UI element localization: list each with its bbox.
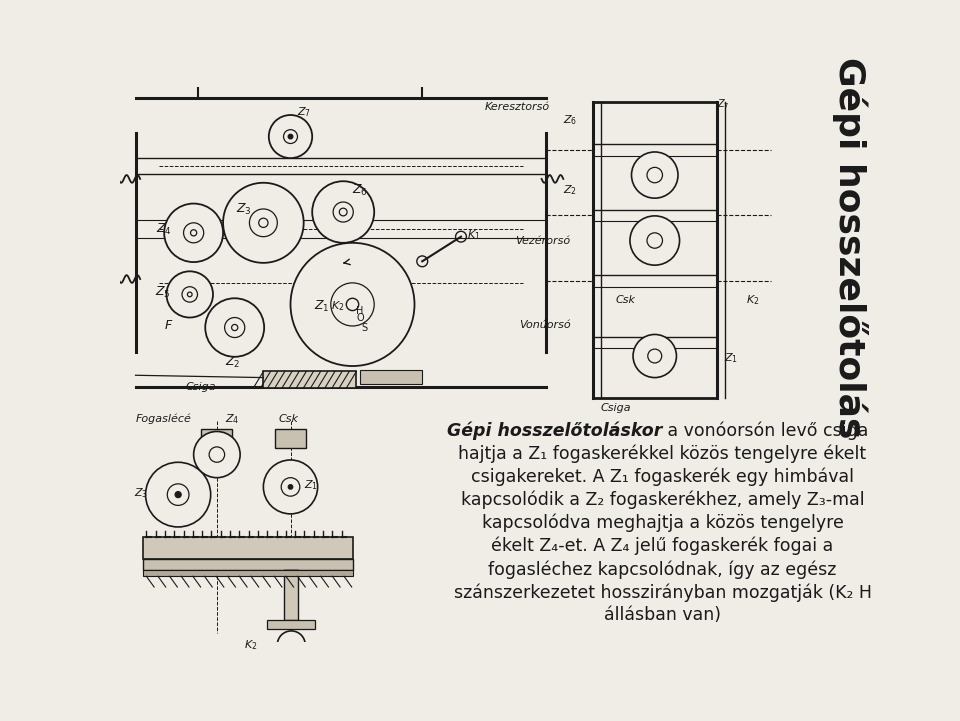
Text: $Z_2$: $Z_2$: [564, 184, 577, 198]
Circle shape: [291, 243, 415, 366]
Text: ékelt Z₄-et. A Z₄ jelű fogaskerék fogai a: ékelt Z₄-et. A Z₄ jelű fogaskerék fogai …: [492, 537, 833, 555]
Text: Csk: Csk: [278, 414, 299, 424]
Text: kapcsolódva meghajtja a közös tengelyre: kapcsolódva meghajtja a közös tengelyre: [482, 514, 844, 532]
Bar: [143, 570, 352, 576]
Bar: [284, 570, 299, 620]
Text: S: S: [362, 322, 368, 332]
Circle shape: [288, 485, 293, 490]
Text: állásban van): állásban van): [604, 606, 721, 624]
Circle shape: [630, 216, 680, 265]
Text: kapcsolódik a Z₂ fogaskerékhez, amely Z₃-mal: kapcsolódik a Z₂ fogaskerékhez, amely Z₃…: [461, 491, 864, 509]
Text: $Z_3$: $Z_3$: [134, 486, 148, 500]
Text: $Z_1$: $Z_1$: [725, 351, 738, 366]
Text: $K_2$: $K_2$: [746, 293, 759, 306]
Text: Gépi hosszelőtolás: Gépi hosszelőtolás: [832, 58, 868, 439]
Text: $Z_6$: $Z_6$: [564, 112, 578, 126]
Text: fogasléchez kapcsolódnak, így az egész: fogasléchez kapcsolódnak, így az egész: [489, 560, 837, 578]
Circle shape: [263, 460, 318, 514]
Text: Vezérorsó: Vezérorsó: [516, 236, 570, 246]
Text: Gépi hosszelőtoláskor: Gépi hosszelőtoláskor: [447, 422, 662, 440]
Bar: [275, 429, 306, 448]
Text: $Z_2$: $Z_2$: [226, 355, 241, 370]
Text: $Z_4$: $Z_4$: [156, 221, 172, 236]
Text: Keresztorsó: Keresztorsó: [484, 102, 549, 112]
Circle shape: [347, 298, 359, 311]
Text: O: O: [356, 314, 364, 323]
Circle shape: [633, 335, 677, 378]
Text: Fogaslécé: Fogaslécé: [135, 414, 191, 425]
Text: $Z_7$: $Z_7$: [297, 105, 311, 119]
Bar: [360, 370, 422, 384]
Text: csigakereket. A Z₁ fogaskerék egy himbával: csigakereket. A Z₁ fogaskerék egy himbáv…: [471, 468, 854, 486]
Circle shape: [205, 298, 264, 357]
Circle shape: [146, 462, 210, 527]
Text: Csiga: Csiga: [601, 402, 631, 412]
Circle shape: [288, 134, 293, 139]
Text: $Z_4$: $Z_4$: [225, 412, 239, 426]
Bar: [143, 537, 352, 559]
Text: $K_2$: $K_2$: [331, 299, 345, 313]
Text: Csiga: Csiga: [186, 382, 217, 392]
Text: $Z_3$: $Z_3$: [236, 201, 252, 216]
Text: Vonúorsó: Vonúorsó: [519, 320, 571, 330]
Circle shape: [632, 152, 678, 198]
Text: $K_1$: $K_1$: [468, 229, 481, 242]
Bar: [263, 371, 356, 389]
Text: Csk: Csk: [616, 295, 636, 305]
Text: $Z_5$: $Z_5$: [155, 286, 171, 301]
Text: $Z_1$: $Z_1$: [304, 479, 319, 492]
Bar: [143, 559, 352, 570]
Text: F: F: [165, 319, 172, 332]
Bar: [202, 429, 232, 448]
Text: $Z_7$: $Z_7$: [717, 97, 730, 111]
Circle shape: [277, 631, 305, 658]
Text: $Z_1$: $Z_1$: [314, 298, 329, 314]
Circle shape: [166, 271, 213, 317]
Text: hajtja a Z₁ fogaskerékkel közös tengelyre ékelt: hajtja a Z₁ fogaskerékkel közös tengelyr…: [459, 445, 867, 463]
Circle shape: [223, 182, 303, 263]
Circle shape: [312, 181, 374, 243]
Circle shape: [164, 203, 223, 262]
Bar: [267, 620, 315, 629]
Text: a vonóorsón levő csiga: a vonóorsón levő csiga: [662, 422, 869, 440]
Text: $Z_6$: $Z_6$: [352, 183, 369, 198]
Circle shape: [194, 431, 240, 478]
Text: H: H: [356, 306, 364, 316]
Text: szánszerkezetet hosszirányban mozgatják (K₂ H: szánszerkezetet hosszirányban mozgatják …: [453, 583, 872, 601]
Circle shape: [175, 492, 181, 497]
Circle shape: [269, 115, 312, 158]
Text: $K_2$: $K_2$: [244, 638, 257, 652]
